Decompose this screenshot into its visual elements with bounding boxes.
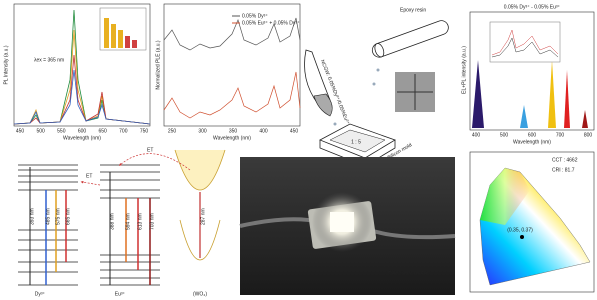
x-tick-label: 500 (36, 128, 45, 134)
x-tick-label: 550 (57, 128, 66, 134)
inset (490, 22, 560, 62)
x-tick-label: 800 (584, 132, 593, 138)
x-tick-label: 500 (500, 132, 509, 138)
graphical-abstract: λex = 365 nm Wavelength (nm) PL Intensit… (0, 0, 597, 300)
cie-panel: (0.35, 0.37) CCT : 4662 CRI : 81.7 (470, 152, 594, 292)
caption: Fabricated WLED (388, 269, 428, 275)
ratio: 1 : 5 (351, 139, 361, 145)
x-tick-label: 400 (259, 128, 268, 134)
inset-bar (104, 18, 109, 48)
legend-entry: 0.05% Eu³⁺ + 0.05% Dy³⁺ (242, 20, 300, 26)
wled-photo: Fabricated WLED (240, 157, 455, 295)
line-label: 703 nm (149, 213, 155, 230)
inset-bar (125, 36, 130, 48)
x-tick-label: 600 (78, 128, 87, 134)
line-label: 613 nm (137, 213, 143, 230)
ion-label: Dy³⁺ (35, 291, 46, 297)
cct: CCT : 4662 (552, 157, 578, 163)
fabrication: NCGW: 0.05%Dy³⁺/0.05%Eu³⁺ Epoxy resin 1 … (305, 7, 451, 166)
x-tick-label: 400 (472, 132, 481, 138)
cri: CRI : 81.7 (552, 167, 575, 173)
band (582, 110, 588, 128)
band (472, 60, 484, 128)
x-label: Wavelength (nm) (63, 135, 101, 141)
y-label: PL Intensity (a.u.) (3, 45, 9, 84)
resin-label: Epoxy resin (400, 7, 426, 13)
epoxy-tube (370, 19, 450, 60)
y-label: Normalized PLE (a.u.) (155, 40, 161, 90)
spectrum (164, 72, 300, 118)
inset-bar (118, 30, 123, 48)
ple-panel: 0.05% Dy³⁺ 0.05% Eu³⁺ + 0.05% Dy³⁺ Wavel… (155, 4, 300, 141)
inset-bar (111, 24, 116, 48)
el-panel: 0.05% Dy³⁺ - 0.05% Eu³⁺ Wavelength (nm) … (461, 4, 594, 145)
legend-entry: 0.05% Dy³⁺ (242, 13, 268, 19)
inset-bar (132, 40, 137, 48)
x-label: Wavelength (nm) (513, 139, 551, 145)
y-label: EL+PL intensity (a.u.) (461, 46, 467, 94)
x-label: Wavelength (nm) (213, 135, 251, 141)
x-tick-label: 700 (119, 128, 128, 134)
color-point (520, 235, 524, 239)
panel-title: 0.05% Dy³⁺ - 0.05% Eu³⁺ (504, 4, 561, 10)
line-label: 665 nm (65, 208, 71, 225)
x-tick-label: 700 (556, 132, 565, 138)
x-tick-label: 650 (98, 128, 107, 134)
energy-diagram: 393 nm 485 nm 575 nm 665 nm 388 nm 594 n… (18, 147, 225, 297)
band (564, 70, 570, 128)
line-label: 485 nm (45, 208, 51, 225)
x-tick-label: 600 (528, 132, 537, 138)
line-label: 594 nm (125, 213, 131, 230)
transfer-label: ET (147, 147, 153, 153)
x-ticks: 250 300 350 400 450 (168, 128, 299, 134)
transfer-arrow (82, 182, 100, 185)
x-ticks: 400 500 600 700 800 (472, 132, 593, 138)
x-ticks: 450 500 550 600 650 700 750 (16, 128, 149, 134)
x-tick-label: 250 (168, 128, 177, 134)
drop (373, 83, 376, 86)
line-label: 287 nm (200, 208, 206, 225)
note: λex = 365 nm (34, 57, 64, 63)
led-chip (330, 212, 354, 232)
x-tick-label: 300 (198, 128, 207, 134)
x-tick-label: 350 (229, 128, 238, 134)
point-label: (0.35, 0.37) (507, 227, 533, 233)
ion-label: (WO₄) (193, 291, 207, 297)
spectrum (14, 70, 150, 124)
band (520, 105, 528, 128)
line-label: 575 nm (55, 208, 61, 225)
pl-panel: λex = 365 nm Wavelength (nm) PL Intensit… (3, 4, 150, 141)
line-label: 393 nm (29, 208, 35, 225)
x-tick-label: 450 (16, 128, 25, 134)
drop (334, 123, 337, 126)
band (548, 60, 556, 128)
transfer-label: ET (86, 173, 92, 179)
line-label: 388 nm (109, 213, 115, 230)
x-tick-label: 750 (140, 128, 149, 134)
powder (314, 94, 332, 116)
x-tick-label: 450 (290, 128, 299, 134)
ion-label: Eu³⁺ (115, 291, 126, 297)
host-parabola (175, 150, 225, 190)
drop (377, 69, 380, 72)
